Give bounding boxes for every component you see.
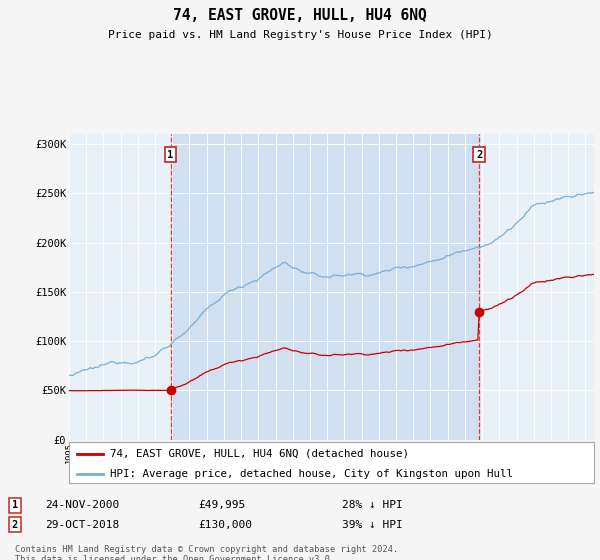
Text: 29-OCT-2018: 29-OCT-2018 [45, 520, 119, 530]
Text: 1: 1 [12, 500, 18, 510]
Text: 74, EAST GROVE, HULL, HU4 6NQ (detached house): 74, EAST GROVE, HULL, HU4 6NQ (detached … [110, 449, 409, 459]
Text: HPI: Average price, detached house, City of Kingston upon Hull: HPI: Average price, detached house, City… [110, 469, 513, 479]
Text: 2: 2 [12, 520, 18, 530]
Text: 2: 2 [476, 150, 482, 160]
Text: 28% ↓ HPI: 28% ↓ HPI [342, 500, 403, 510]
Text: £49,995: £49,995 [198, 500, 245, 510]
Text: Contains HM Land Registry data © Crown copyright and database right 2024.
This d: Contains HM Land Registry data © Crown c… [15, 545, 398, 560]
Text: 39% ↓ HPI: 39% ↓ HPI [342, 520, 403, 530]
Text: 74, EAST GROVE, HULL, HU4 6NQ: 74, EAST GROVE, HULL, HU4 6NQ [173, 8, 427, 24]
Text: Price paid vs. HM Land Registry's House Price Index (HPI): Price paid vs. HM Land Registry's House … [107, 30, 493, 40]
Bar [170, 134, 479, 440]
Text: 1: 1 [167, 150, 173, 160]
Text: £130,000: £130,000 [198, 520, 252, 530]
Text: 24-NOV-2000: 24-NOV-2000 [45, 500, 119, 510]
